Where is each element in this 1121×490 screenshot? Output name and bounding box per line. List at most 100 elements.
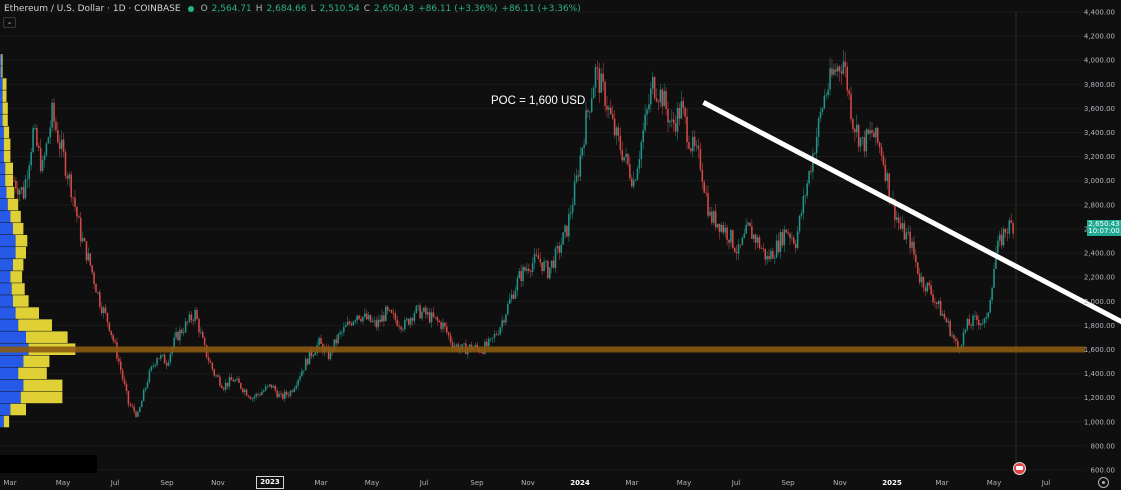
price-tick-label: 1,800.00 <box>1084 322 1115 330</box>
candle-body <box>739 244 742 246</box>
candle-body <box>43 155 46 161</box>
year-marker-2023[interactable]: 2023 <box>256 476 284 489</box>
candle-body <box>255 393 257 397</box>
candle-body <box>974 315 976 317</box>
gear-icon[interactable] <box>1098 477 1109 488</box>
candle-body <box>993 268 995 288</box>
candle-body <box>922 277 925 288</box>
candle-body <box>871 130 873 133</box>
candle-body <box>287 394 290 396</box>
candle-body <box>24 179 27 199</box>
time-tick-label: May <box>677 479 691 487</box>
volume-bar-up <box>0 222 13 235</box>
candle-body <box>983 318 986 324</box>
candle-body <box>261 392 263 396</box>
candle-body <box>62 139 65 153</box>
candle-body <box>951 335 953 337</box>
price-tick-label: 3,200.00 <box>1084 153 1115 161</box>
candle-body <box>697 145 700 150</box>
candle-body <box>97 292 99 293</box>
candle-body <box>333 339 336 352</box>
candle-body <box>1010 220 1012 223</box>
candle-body <box>745 225 747 234</box>
candle-body <box>714 211 717 228</box>
time-axis[interactable]: Mar May Jul Sep Nov Mar May Jul Sep Nov 2024 Mar May… <box>3 479 1050 487</box>
candle-body <box>711 211 713 223</box>
candle-body <box>667 108 669 123</box>
candle-body <box>865 129 868 152</box>
volume-bar-up <box>0 102 3 114</box>
candle-body <box>1012 222 1014 234</box>
candle-body <box>682 101 685 108</box>
candle-body <box>186 321 189 323</box>
candle-body <box>100 306 103 314</box>
price-tick-label: 3,000.00 <box>1084 177 1115 185</box>
candle-body <box>449 335 452 343</box>
candle-body <box>672 119 675 124</box>
candle-body <box>842 61 845 74</box>
candle-body <box>358 315 360 319</box>
price-tick-label: 4,200.00 <box>1084 33 1115 41</box>
candle-body <box>724 227 726 233</box>
candle-body <box>182 332 185 334</box>
price-tick-label: 2,000.00 <box>1084 298 1115 306</box>
volume-bar-down <box>6 186 15 199</box>
candle-body <box>728 239 730 243</box>
candle-body <box>875 127 877 138</box>
candle-body <box>55 121 57 131</box>
candle-body <box>907 231 910 233</box>
candle-body <box>203 337 206 345</box>
candle-body <box>751 226 753 239</box>
time-tick-label: May <box>365 479 379 487</box>
candle-body <box>543 261 545 272</box>
candle-body <box>152 366 154 367</box>
candle-body <box>756 237 759 243</box>
candle-body <box>451 342 454 349</box>
candle-body <box>627 153 629 165</box>
volume-bar-down <box>18 367 47 380</box>
candle-body <box>819 111 822 119</box>
volume-bar-down <box>13 222 24 235</box>
candle-body <box>568 214 570 237</box>
volume-bar-down <box>10 271 23 283</box>
candle-body <box>814 153 816 154</box>
candle-body <box>743 233 746 238</box>
symbol-title[interactable]: Ethereum / U.S. Dollar · 1D · COINBASE <box>4 4 181 14</box>
candle-body <box>882 155 885 165</box>
candle-body <box>894 199 896 220</box>
price-tick-label: 3,800.00 <box>1084 81 1115 89</box>
candle-body <box>810 170 812 172</box>
candle-body <box>623 157 625 161</box>
candle-body <box>144 387 147 390</box>
candle-body <box>1000 234 1003 246</box>
candle-body <box>314 353 317 356</box>
candle-body <box>939 301 942 316</box>
us-flag-event-icon[interactable] <box>1013 462 1026 475</box>
candle-body <box>941 314 944 316</box>
candle-body <box>398 325 400 327</box>
candle-body <box>964 329 967 333</box>
candle-body <box>783 229 786 246</box>
candle-body <box>562 232 564 245</box>
symbol-header: Ethereum / U.S. Dollar · 1D · COINBASE O… <box>4 2 581 16</box>
candle-body <box>840 71 843 74</box>
chevron-down-icon[interactable]: ⌄ <box>3 17 16 28</box>
candle-body <box>850 93 852 120</box>
time-tick-label: 2025 <box>882 479 902 487</box>
candle-body <box>303 370 305 372</box>
candle-body <box>419 305 421 319</box>
volume-bar-up <box>0 283 12 295</box>
candle-body <box>680 101 683 119</box>
bar-countdown: 10:07:00 <box>1088 227 1120 235</box>
candle-body <box>350 323 353 326</box>
candle-body <box>844 61 847 67</box>
poc-annotation: POC = 1,600 USD <box>491 95 586 107</box>
volume-bar-down <box>15 307 39 319</box>
candle-body <box>245 389 248 396</box>
candle-body <box>270 384 273 388</box>
volume-bar-down <box>1 54 3 66</box>
candle-body <box>148 370 151 383</box>
candle-body <box>415 306 418 313</box>
candle-body <box>180 329 183 334</box>
